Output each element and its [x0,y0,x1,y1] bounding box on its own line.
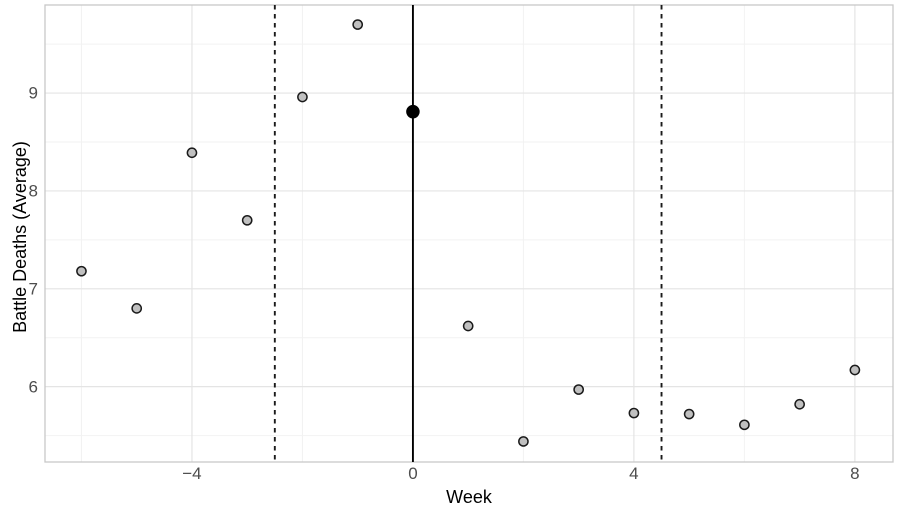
data-point [352,19,364,30]
y-axis-title: Battle Deaths (Average) [10,141,30,333]
x-tick-label: 0 [408,464,418,483]
data-point [628,407,640,419]
y-tick-label: 9 [28,83,38,103]
data-point [131,303,143,314]
data-point [573,384,585,395]
data-point [518,436,529,447]
data-point [683,408,695,420]
y-tick-label: 7 [28,279,38,299]
x-tick-label: −4 [182,464,202,483]
data-point [241,214,253,226]
highlight-data-point [406,104,420,119]
x-tick-label: 8 [850,464,860,483]
data-point [297,91,308,103]
y-tick-label: 6 [28,377,38,397]
data-point [186,147,198,159]
data-point [76,265,87,277]
x-tick-label: 4 [629,464,639,483]
data-point [794,398,805,410]
data-point [849,364,861,376]
x-axis-title: Week [446,487,492,507]
panel-border [44,4,894,463]
y-tick-label: 8 [28,181,38,201]
data-point [462,320,474,332]
data-point [739,419,750,431]
